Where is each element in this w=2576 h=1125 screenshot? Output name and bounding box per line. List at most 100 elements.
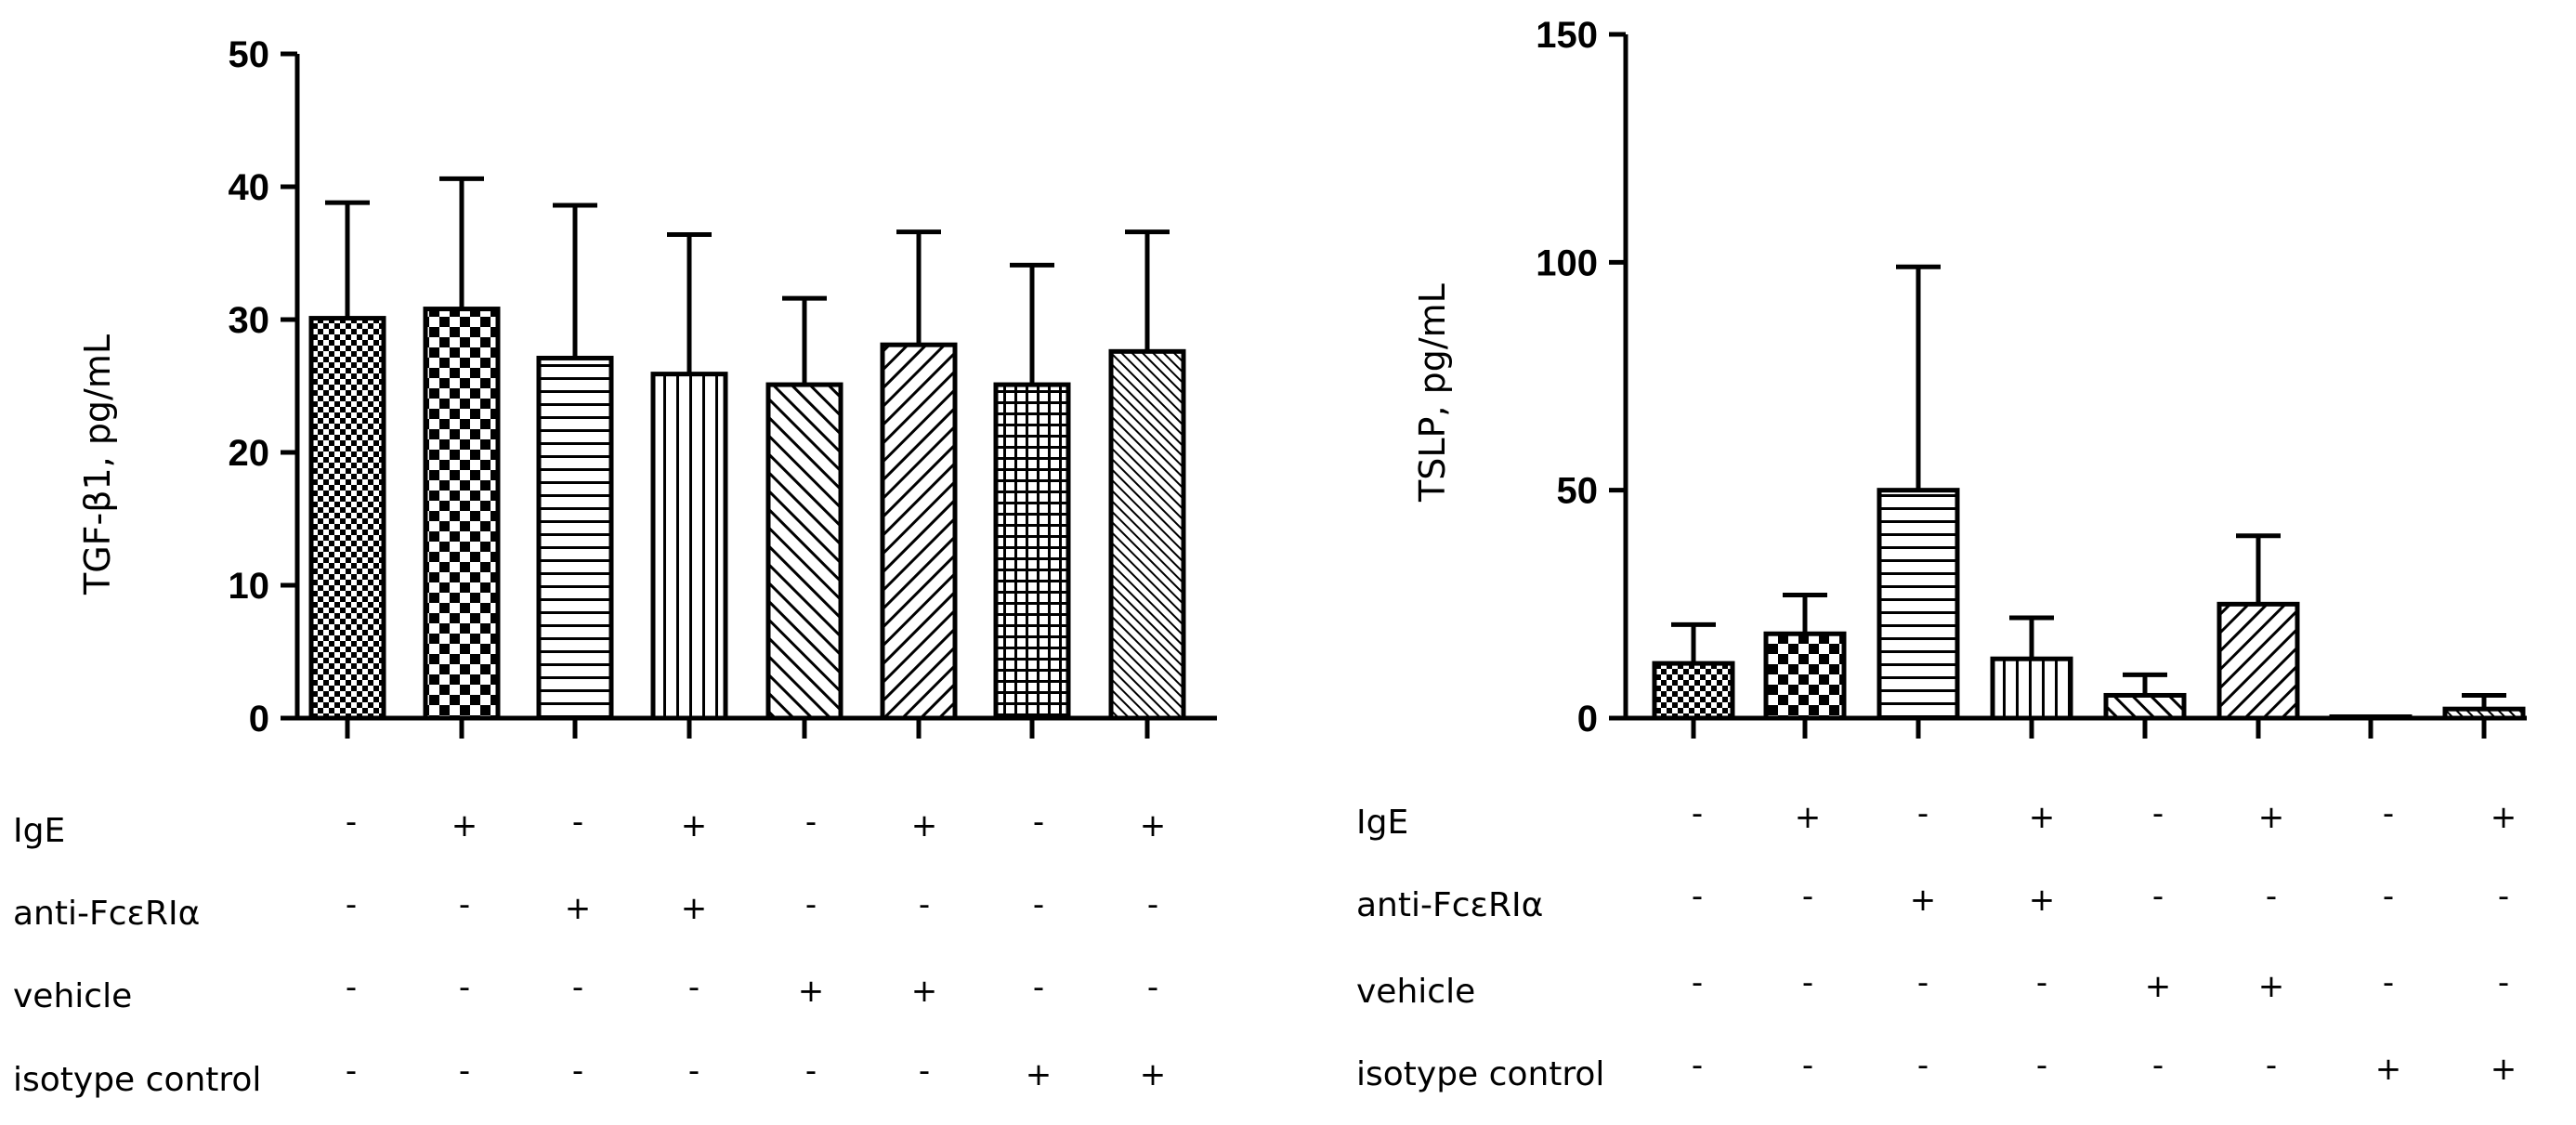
sign-mark: -: [459, 886, 470, 923]
sign-mark: -: [1033, 804, 1044, 841]
y-axis-label: TGF-β1, pg/mL: [77, 334, 118, 595]
y-tick-label: 0: [1577, 699, 1598, 739]
sign-mark: +: [1140, 807, 1167, 844]
sign-mark: -: [2383, 795, 2394, 832]
sign-mark: +: [681, 807, 708, 844]
y-tick-label: 50: [229, 34, 270, 75]
sign-mark: -: [2498, 964, 2509, 1001]
sign-mark: -: [1917, 964, 1929, 1001]
sign-mark: +: [2145, 968, 2172, 1005]
sign-mark: -: [919, 1053, 930, 1090]
sign-mark: -: [1917, 795, 1929, 832]
bar: [2442, 706, 2526, 721]
sign-mark: -: [1033, 969, 1044, 1006]
sign-mark: -: [1802, 1047, 1813, 1084]
sign-mark: -: [2498, 878, 2509, 915]
bar: [2329, 714, 2413, 721]
sign-mark: -: [1802, 964, 1813, 1001]
sign-mark: -: [1147, 969, 1158, 1006]
sign-mark: -: [1692, 964, 1703, 1001]
bar: [1763, 631, 1847, 721]
sign-mark: -: [805, 804, 817, 841]
row-label: vehicle: [1356, 973, 1475, 1011]
sign-mark: -: [346, 1053, 357, 1090]
sign-mark: -: [1802, 878, 1813, 915]
sign-mark: +: [2491, 799, 2517, 836]
tslp-panel: TSLP, pg/mL 0 50 100 150 IgE - + - + - + - + anti-Fcε…: [1356, 15, 2527, 1093]
sign-mark: +: [2258, 799, 2285, 836]
sign-mark: +: [2029, 799, 2056, 836]
bar: [1108, 348, 1186, 721]
tgf-beta1-panel: TGF-β1, pg/mL 0 10 20 30 40 50 IgE - + - + - + - + anti…: [13, 34, 1217, 1099]
bar: [423, 307, 501, 721]
sign-mark: +: [798, 973, 825, 1010]
sign-mark: -: [572, 804, 583, 841]
sign-mark: +: [911, 807, 938, 844]
sign-mark: -: [1692, 878, 1703, 915]
sign-mark: -: [1917, 1047, 1929, 1084]
sign-mark: +: [681, 890, 708, 927]
sign-mark: -: [346, 969, 357, 1006]
sign-mark: +: [2258, 968, 2285, 1005]
sign-mark: -: [2036, 1047, 2047, 1084]
row-label: vehicle: [13, 977, 132, 1015]
bar: [536, 355, 614, 721]
y-tick-label: 10: [229, 566, 270, 607]
bar: [308, 316, 386, 721]
sign-mark: -: [805, 1053, 817, 1090]
sign-mark: -: [2036, 964, 2047, 1001]
sign-mark: +: [565, 890, 592, 927]
sign-mark: -: [688, 1053, 700, 1090]
bar: [650, 372, 728, 721]
row-label: isotype control: [1356, 1055, 1604, 1093]
row-label: anti-FcεRIα: [1356, 886, 1543, 924]
sign-mark: +: [911, 973, 938, 1010]
sign-mark: -: [1692, 795, 1703, 832]
y-tick-label: 30: [229, 300, 270, 341]
row-label: isotype control: [13, 1061, 261, 1099]
row-label: IgE: [13, 812, 65, 850]
sign-mark: -: [805, 886, 817, 923]
sign-mark: +: [1140, 1056, 1167, 1093]
sign-mark: -: [2152, 1047, 2164, 1084]
sign-mark: -: [459, 1053, 470, 1090]
sign-mark: -: [2152, 795, 2164, 832]
y-tick-label: 40: [229, 167, 270, 208]
y-tick-label: 100: [1536, 242, 1598, 283]
bar: [1990, 656, 2073, 721]
sign-mark: -: [688, 969, 700, 1006]
sign-mark: +: [1910, 882, 1937, 919]
sign-mark: -: [2266, 1047, 2277, 1084]
sign-mark: -: [1692, 1047, 1703, 1084]
sign-mark: -: [346, 886, 357, 923]
y-tick-label: 150: [1536, 15, 1598, 56]
bar: [880, 342, 958, 721]
sign-mark: -: [1033, 886, 1044, 923]
sign-mark: -: [1147, 886, 1158, 923]
row-label: IgE: [1356, 804, 1408, 842]
bar: [1876, 488, 1960, 721]
y-tick-label: 50: [1557, 471, 1599, 512]
sign-mark: -: [459, 969, 470, 1006]
sign-mark: -: [2383, 878, 2394, 915]
sign-mark: +: [2491, 1051, 2517, 1088]
sign-mark: +: [2375, 1051, 2402, 1088]
sign-mark: -: [919, 886, 930, 923]
y-tick-label: 20: [229, 433, 270, 474]
bar: [993, 382, 1071, 721]
row-label: anti-FcεRIα: [13, 895, 200, 933]
bar: [2103, 692, 2187, 721]
sign-mark: -: [2266, 878, 2277, 915]
sign-mark: -: [2152, 878, 2164, 915]
sign-mark: -: [572, 1053, 583, 1090]
bar: [1652, 661, 1735, 721]
y-tick-label: 0: [249, 699, 269, 739]
y-axis-label: TSLP, pg/mL: [1412, 283, 1453, 503]
sign-mark: +: [1026, 1056, 1053, 1093]
bar: [765, 382, 843, 721]
sign-mark: +: [2029, 882, 2056, 919]
sign-mark: +: [451, 807, 478, 844]
sign-mark: -: [346, 804, 357, 841]
bar: [2216, 601, 2300, 721]
